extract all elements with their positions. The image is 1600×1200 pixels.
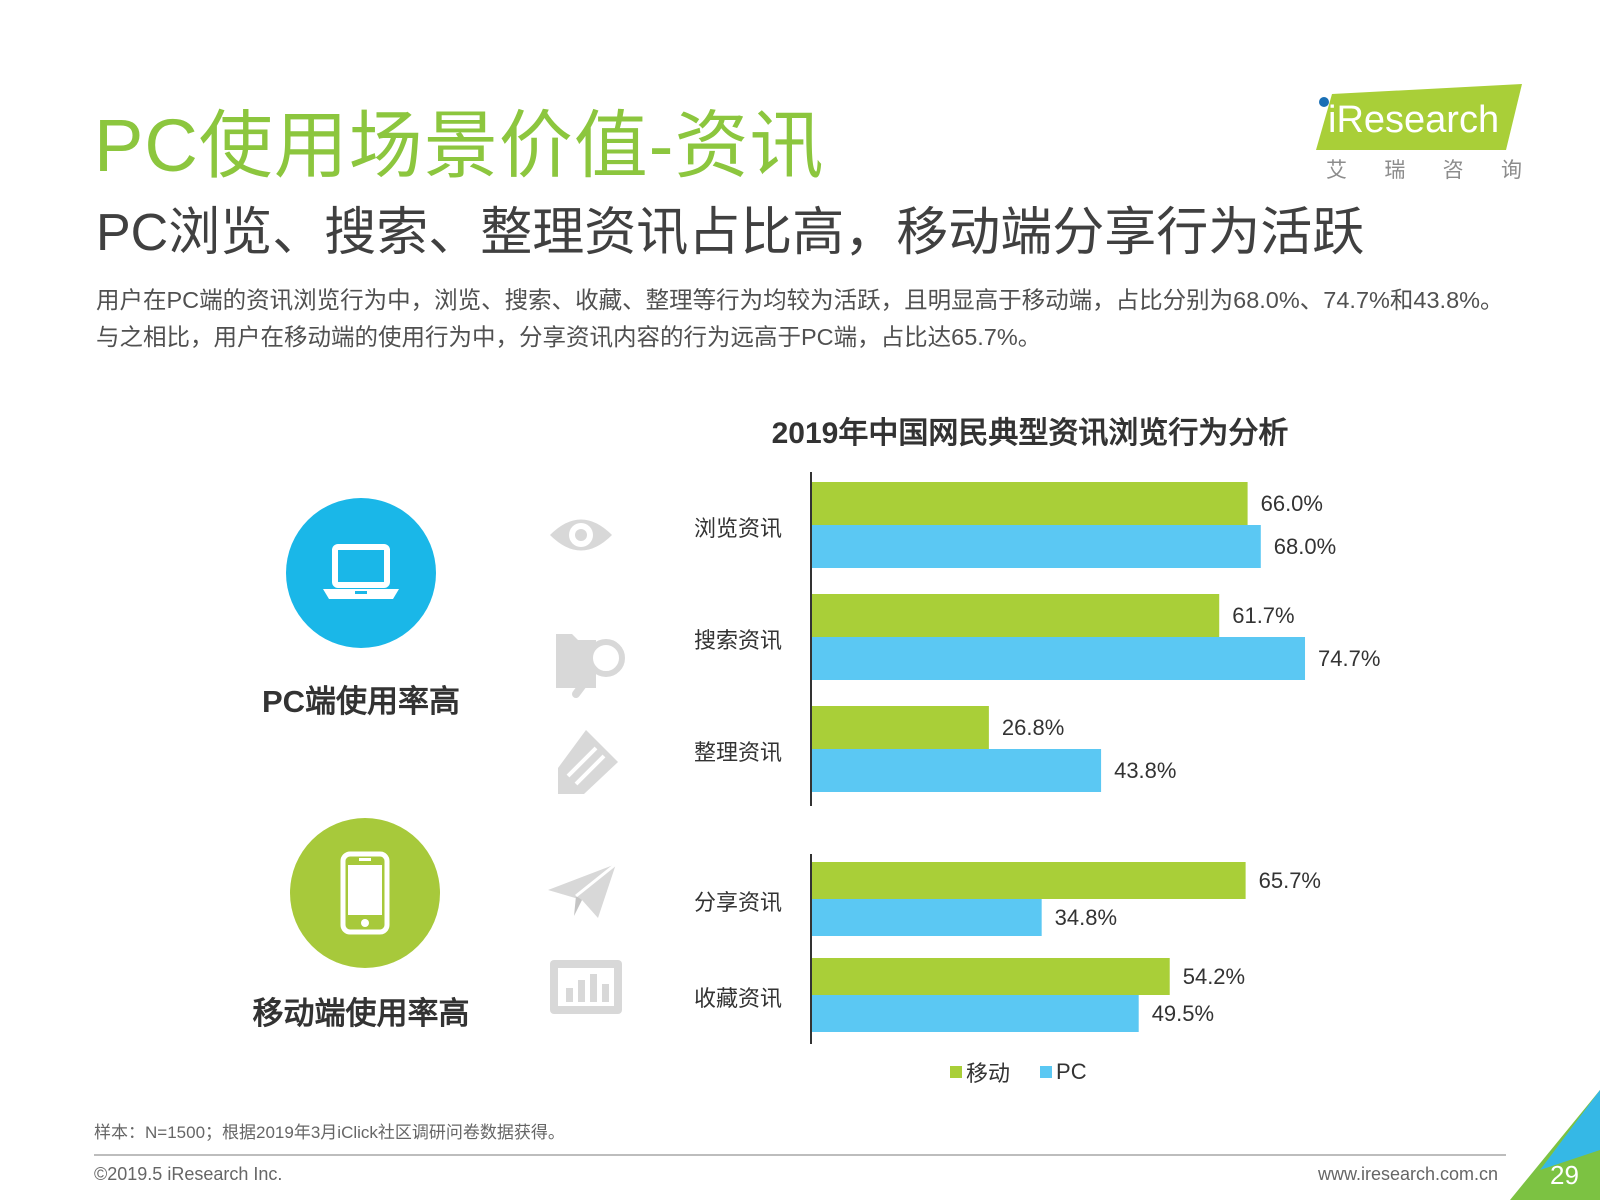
value-label-mobile-3: 65.7% bbox=[1258, 867, 1321, 893]
bar-pc-2 bbox=[812, 749, 1102, 792]
phone-icon bbox=[340, 851, 390, 935]
legend-swatch-pc bbox=[1040, 1066, 1053, 1078]
value-label-mobile-0: 66.0% bbox=[1260, 490, 1323, 516]
legend-item-mobile: 移动 bbox=[950, 1056, 1010, 1088]
chart-legend: 移动 PC bbox=[950, 1056, 1087, 1088]
value-label-pc-3: 34.8% bbox=[1054, 904, 1118, 930]
copyright-text: ©2019.5 iResearch Inc. bbox=[94, 1164, 283, 1184]
bar-mobile-4 bbox=[812, 958, 1170, 995]
value-label-pc-0: 68.0% bbox=[1273, 533, 1337, 559]
logo-sub-char: 艾 bbox=[1326, 159, 1347, 182]
eye-icon bbox=[550, 519, 612, 551]
page-subtitle: PC浏览、搜索、整理资讯占比高，移动端分享行为活跃 bbox=[96, 204, 1365, 262]
footer-divider bbox=[94, 1154, 1506, 1156]
value-label-pc-4: 49.5% bbox=[1151, 1000, 1215, 1026]
bar-mobile-1 bbox=[812, 594, 1220, 637]
value-label-mobile-4: 54.2% bbox=[1182, 963, 1246, 989]
logo-brand-text: iResearch bbox=[1328, 99, 1499, 141]
pc-group-label: PC端使用率高 bbox=[261, 684, 461, 719]
sample-note: 样本：N=1500；根据2019年3月iClick社区调研问卷数据获得。 bbox=[94, 1123, 565, 1142]
bar-mobile-3 bbox=[812, 862, 1246, 899]
chart-title: 2019年中国网民典型资讯浏览行为分析 bbox=[771, 417, 1289, 450]
value-label-mobile-2: 26.8% bbox=[1001, 714, 1065, 740]
bar-pc-1 bbox=[812, 637, 1306, 680]
pen-icon bbox=[558, 730, 618, 794]
description-text: 用户在PC端的资讯浏览行为中，浏览、搜索、收藏、整理等行为均较为活跃，且明显高于… bbox=[96, 287, 1504, 350]
category-label-2: 整理资讯 bbox=[693, 740, 782, 765]
bar-mobile-0 bbox=[812, 482, 1248, 525]
pc-group-circle bbox=[286, 498, 436, 648]
value-label-mobile-1: 61.7% bbox=[1232, 602, 1295, 628]
iresearch-logo: iResearch bbox=[1316, 84, 1522, 150]
legend-item-pc: PC bbox=[1040, 1056, 1087, 1088]
folder-search-icon bbox=[556, 634, 625, 698]
corner-decoration bbox=[1510, 1090, 1600, 1200]
website-link[interactable]: www.iresearch.com.cn bbox=[1318, 1164, 1499, 1184]
bar-pc-3 bbox=[812, 899, 1042, 936]
category-label-4: 收藏资讯 bbox=[693, 986, 782, 1011]
value-label-pc-2: 43.8% bbox=[1114, 757, 1177, 783]
bar-pc-0 bbox=[812, 525, 1261, 568]
bar-mobile-2 bbox=[812, 706, 989, 749]
logo-sub-char: 瑞 bbox=[1384, 159, 1406, 182]
logo-subtitle: 艾 瑞 咨 询 bbox=[1326, 154, 1522, 184]
paper-plane-icon bbox=[548, 862, 617, 918]
page-number: 29 bbox=[1550, 1160, 1579, 1190]
chart-bars bbox=[812, 482, 1306, 1032]
legend-label-mobile: 移动 bbox=[966, 1061, 1011, 1086]
bar-pc-4 bbox=[812, 995, 1139, 1032]
value-label-pc-1: 74.7% bbox=[1318, 645, 1381, 671]
logo-graphic: iResearch bbox=[1316, 84, 1522, 150]
legend-swatch-mobile bbox=[950, 1066, 962, 1078]
category-label-1: 搜索资讯 bbox=[693, 628, 782, 653]
logo-sub-char: 询 bbox=[1500, 159, 1522, 182]
mobile-group-label: 移动端使用率高 bbox=[252, 996, 470, 1031]
category-label-0: 浏览资讯 bbox=[693, 516, 782, 541]
logo-sub-char: 咨 bbox=[1442, 159, 1464, 182]
chart-tablet-icon bbox=[550, 960, 622, 1014]
category-label-3: 分享资讯 bbox=[693, 890, 782, 915]
page-title: PC使用场景价值-资讯 bbox=[94, 104, 825, 187]
laptop-icon bbox=[323, 544, 399, 599]
mobile-group-circle bbox=[290, 818, 440, 968]
legend-label-pc: PC bbox=[1056, 1059, 1087, 1084]
